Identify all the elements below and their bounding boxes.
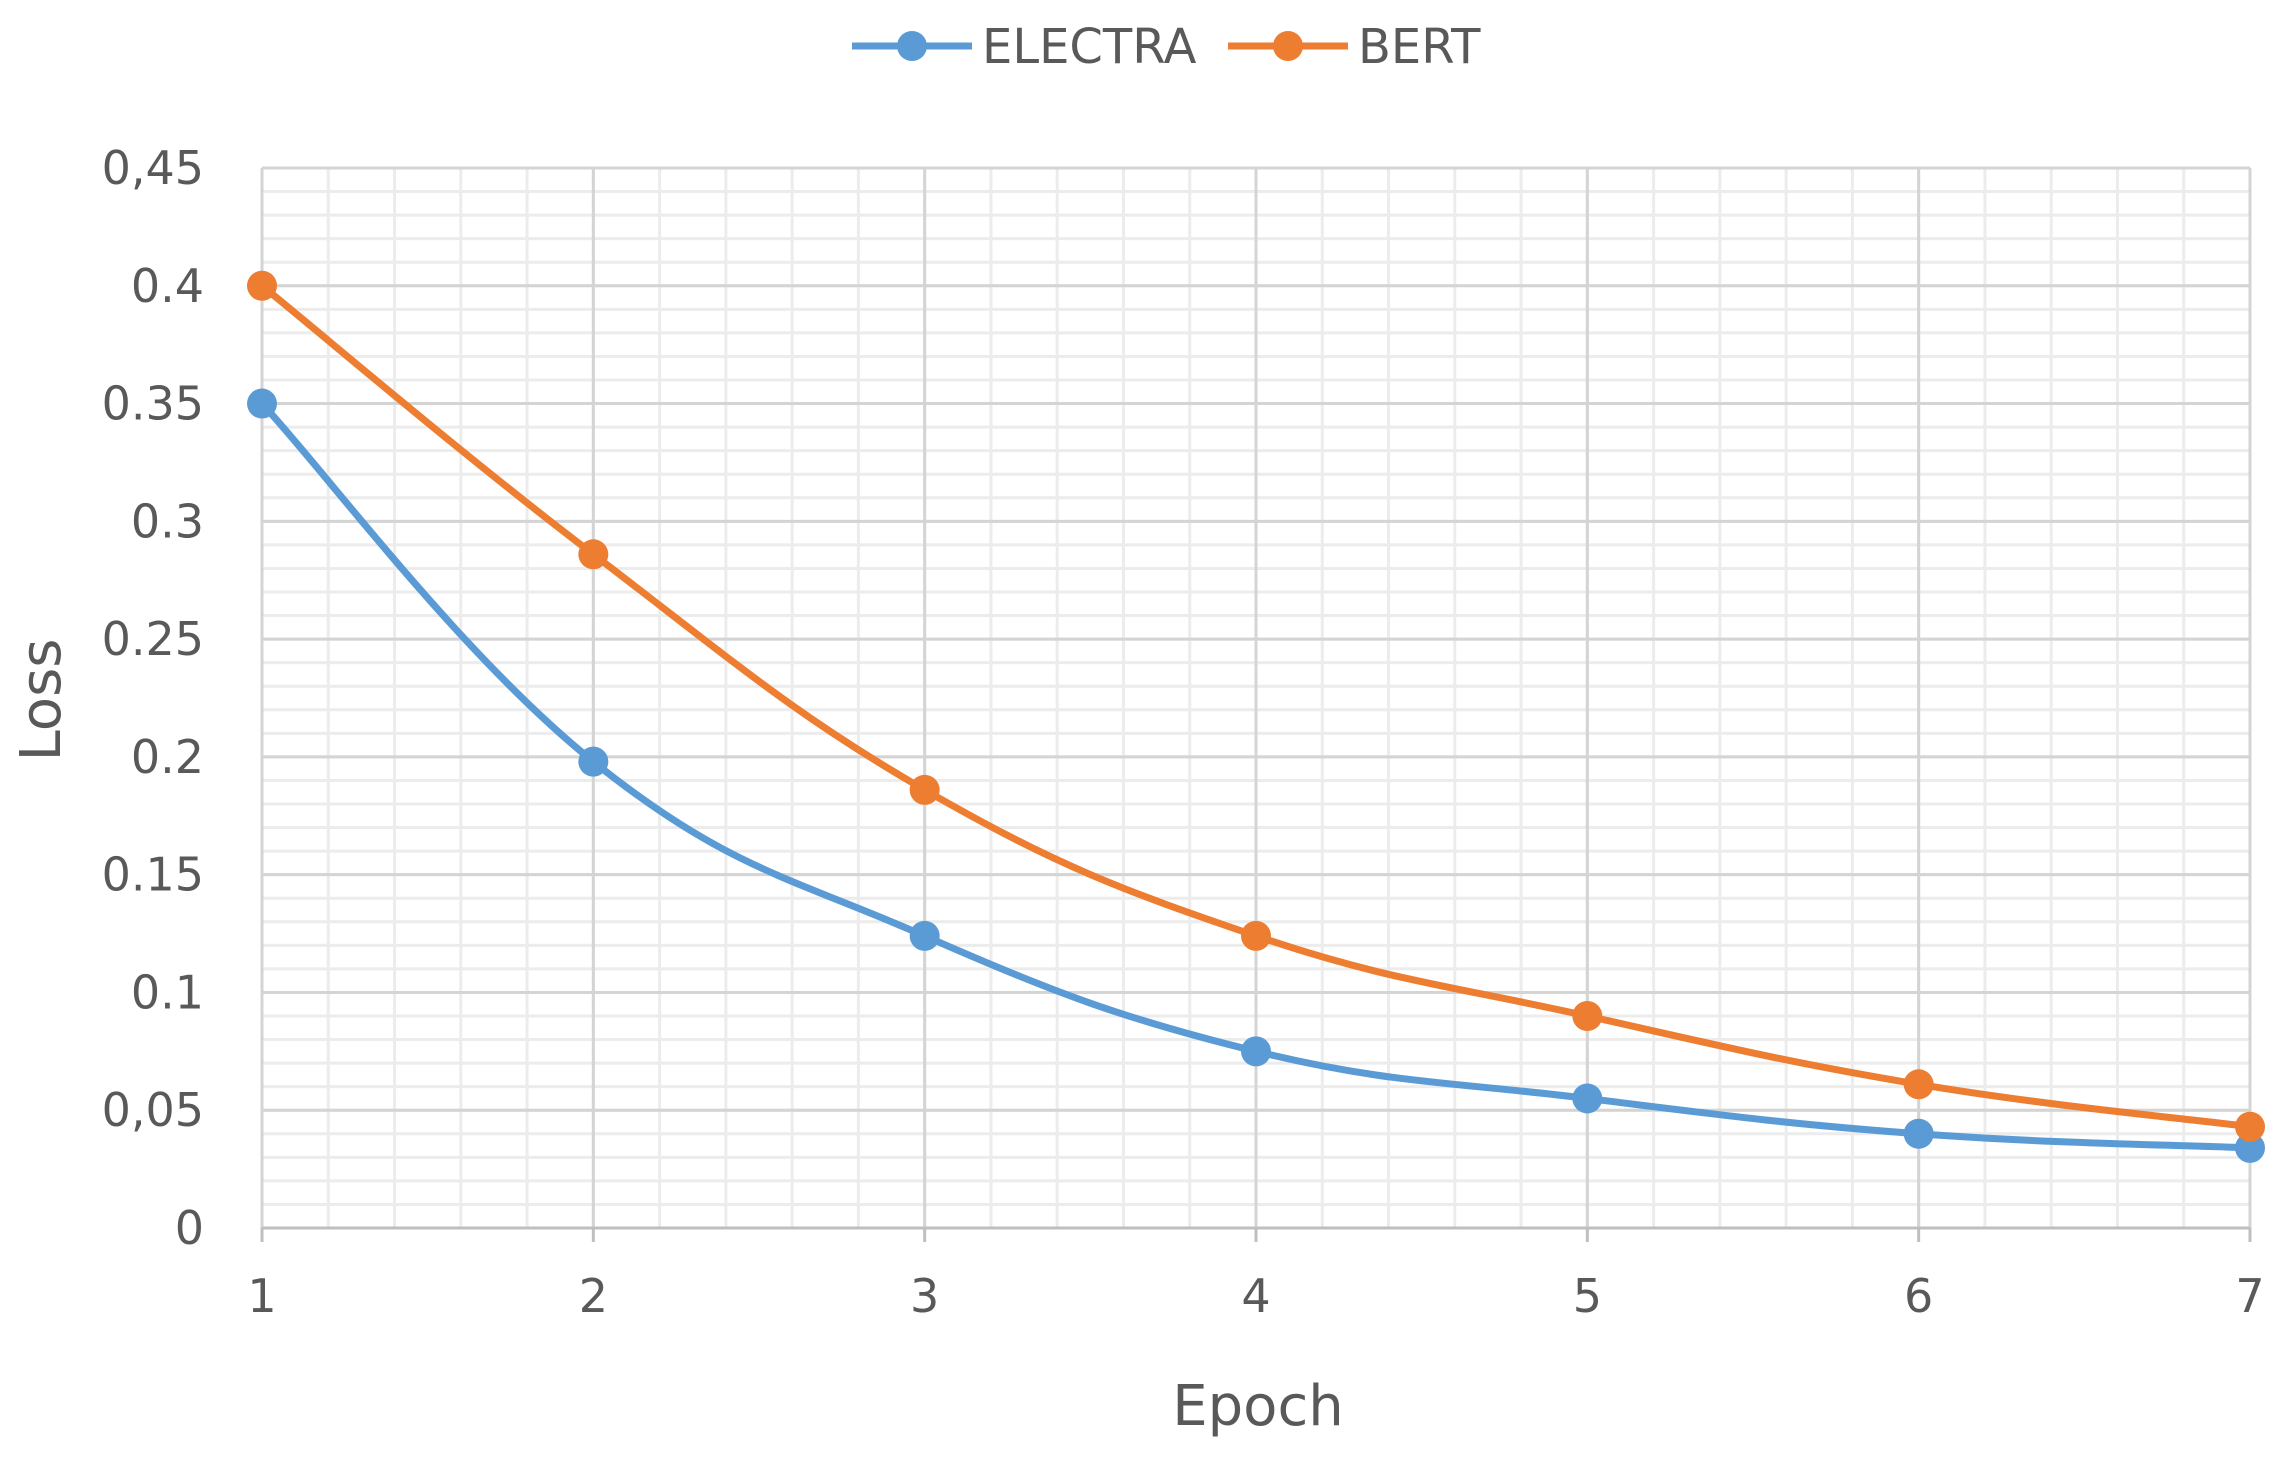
- x-tick-label: 5: [1573, 1269, 1602, 1323]
- x-axis-title: Epoch: [1172, 1374, 1343, 1439]
- tick-labels: 0 0,05 0.1 0.15 0.2 0.25 0.3 0.35 0.4 0,45 1 2 3 4 5 6 7: [102, 141, 2265, 1323]
- data-point-electra: [1572, 1083, 1603, 1114]
- y-axis-title: Loss: [9, 639, 74, 762]
- legend-label-bert: BERT: [1358, 19, 1481, 75]
- y-tick-label: 0.2: [131, 730, 204, 784]
- series-group: [247, 270, 2265, 1163]
- y-tick-label: 0,05: [102, 1083, 204, 1137]
- legend-item-electra: ELECTRA: [852, 19, 1197, 75]
- x-tick-label: 2: [579, 1269, 608, 1323]
- y-tick-label: 0.15: [102, 848, 204, 902]
- data-point-electra: [578, 746, 609, 777]
- data-point-bert: [1903, 1069, 1934, 1100]
- legend-label-electra: ELECTRA: [982, 19, 1197, 75]
- y-tick-label: 0: [175, 1201, 204, 1255]
- legend: ELECTRA BERT: [852, 19, 1481, 75]
- data-point-electra: [909, 920, 940, 951]
- grid: [260, 166, 2252, 1230]
- data-point-bert: [2235, 1111, 2265, 1142]
- x-tick-label: 7: [2235, 1269, 2264, 1323]
- legend-marker-electra: [897, 31, 927, 61]
- y-tick-label: 0.35: [102, 377, 204, 431]
- y-tick-label: 0.4: [131, 259, 204, 313]
- data-point-bert: [578, 539, 609, 570]
- x-tick-label: 6: [1904, 1269, 1933, 1323]
- data-point-electra: [2235, 1132, 2265, 1163]
- y-tick-label: 0.3: [131, 494, 204, 548]
- x-tick-label: 4: [1241, 1269, 1270, 1323]
- data-point-bert: [247, 270, 277, 301]
- data-point-electra: [247, 388, 277, 419]
- data-point-bert: [1241, 920, 1271, 951]
- y-tick-label: 0,45: [102, 141, 204, 195]
- data-point-electra: [1903, 1118, 1934, 1149]
- x-tick-label: 1: [247, 1269, 276, 1323]
- axes: [260, 1226, 2252, 1242]
- data-point-bert: [909, 774, 940, 805]
- x-tick-label: 3: [910, 1269, 939, 1323]
- y-tick-label: 0.25: [102, 612, 204, 666]
- legend-item-bert: BERT: [1228, 19, 1481, 75]
- data-point-electra: [1241, 1036, 1271, 1067]
- y-tick-label: 0.1: [131, 965, 204, 1019]
- data-point-bert: [1572, 1001, 1603, 1031]
- legend-marker-bert: [1273, 31, 1303, 61]
